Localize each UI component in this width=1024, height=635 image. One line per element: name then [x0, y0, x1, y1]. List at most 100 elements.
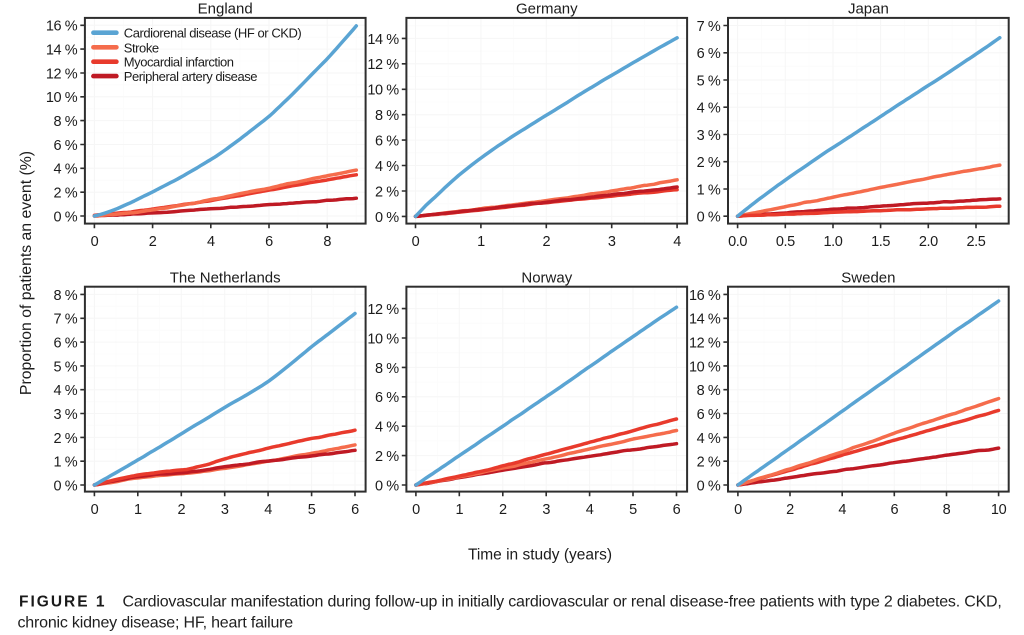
svg-text:0 %: 0 % [54, 209, 78, 225]
svg-text:12 %: 12 % [689, 336, 721, 352]
svg-text:3 %: 3 % [697, 128, 721, 144]
svg-text:10 %: 10 % [46, 90, 78, 106]
svg-text:chronic kidney disease; HF, he: chronic kidney disease; HF, heart failur… [18, 615, 294, 632]
svg-text:2: 2 [499, 502, 507, 518]
svg-text:1 %: 1 % [697, 182, 721, 198]
svg-text:5: 5 [308, 502, 316, 518]
svg-text:3: 3 [221, 502, 229, 518]
svg-text:14 %: 14 % [689, 312, 721, 328]
svg-text:10 %: 10 % [689, 359, 721, 375]
svg-text:10: 10 [991, 502, 1007, 518]
svg-text:6 %: 6 % [54, 336, 78, 352]
svg-text:2.0: 2.0 [919, 234, 938, 250]
svg-text:Stroke: Stroke [124, 40, 159, 55]
svg-text:1.5: 1.5 [871, 234, 890, 250]
svg-text:0: 0 [412, 502, 420, 518]
svg-text:8 %: 8 % [54, 288, 78, 304]
svg-text:Japan: Japan [848, 1, 889, 18]
svg-text:6 %: 6 % [54, 138, 78, 154]
svg-text:0: 0 [412, 234, 420, 250]
svg-text:2 %: 2 % [375, 449, 399, 465]
svg-text:4 %: 4 % [375, 420, 399, 436]
svg-text:Germany: Germany [516, 1, 578, 18]
svg-text:2: 2 [786, 502, 794, 518]
svg-text:6 %: 6 % [697, 407, 721, 423]
svg-text:2: 2 [177, 502, 185, 518]
svg-text:10 %: 10 % [367, 331, 399, 347]
svg-text:0 %: 0 % [54, 478, 78, 494]
svg-text:Sweden: Sweden [841, 270, 895, 287]
svg-text:1 %: 1 % [54, 455, 78, 471]
svg-text:6 %: 6 % [375, 390, 399, 406]
svg-text:2 %: 2 % [697, 455, 721, 471]
svg-text:Cardiovascular manifestation d: Cardiovascular manifestation during foll… [123, 593, 1002, 610]
svg-text:6 %: 6 % [375, 134, 399, 150]
svg-text:2.5: 2.5 [967, 234, 986, 250]
svg-text:Cardiorenal disease (HF or CKD: Cardiorenal disease (HF or CKD) [124, 26, 302, 41]
svg-text:6: 6 [673, 502, 681, 518]
svg-text:16 %: 16 % [46, 19, 78, 35]
svg-text:6: 6 [890, 502, 898, 518]
svg-text:8 %: 8 % [697, 383, 721, 399]
svg-text:0: 0 [734, 502, 742, 518]
svg-text:2 %: 2 % [375, 184, 399, 200]
svg-text:5: 5 [629, 502, 637, 518]
svg-text:5 %: 5 % [54, 359, 78, 375]
svg-text:1: 1 [134, 502, 142, 518]
svg-text:0.5: 0.5 [776, 234, 795, 250]
svg-text:8 %: 8 % [375, 361, 399, 377]
svg-text:6: 6 [351, 502, 359, 518]
svg-text:6 %: 6 % [697, 46, 721, 62]
svg-text:4: 4 [264, 502, 272, 518]
svg-text:FIGURE 1: FIGURE 1 [19, 593, 106, 610]
svg-text:1: 1 [477, 234, 485, 250]
svg-text:0 %: 0 % [697, 210, 721, 226]
svg-text:14 %: 14 % [46, 43, 78, 59]
svg-text:7 %: 7 % [54, 312, 78, 328]
svg-text:5 %: 5 % [697, 73, 721, 89]
svg-text:12 %: 12 % [367, 57, 399, 73]
svg-text:2 %: 2 % [54, 186, 78, 202]
svg-text:1: 1 [455, 502, 463, 518]
svg-text:14 %: 14 % [367, 32, 399, 48]
svg-text:England: England [198, 1, 253, 18]
svg-text:Proportion of patients an even: Proportion of patients an event (%) [18, 151, 35, 395]
svg-text:0 %: 0 % [697, 478, 721, 494]
svg-text:2 %: 2 % [54, 431, 78, 447]
svg-text:4 %: 4 % [697, 431, 721, 447]
svg-text:4 %: 4 % [375, 159, 399, 175]
svg-text:The Netherlands: The Netherlands [170, 270, 281, 287]
svg-text:10 %: 10 % [367, 83, 399, 99]
svg-text:12 %: 12 % [367, 302, 399, 318]
svg-text:8 %: 8 % [375, 108, 399, 124]
svg-text:4: 4 [838, 502, 846, 518]
svg-text:4 %: 4 % [54, 162, 78, 178]
svg-text:0 %: 0 % [375, 210, 399, 226]
svg-text:7 %: 7 % [697, 19, 721, 35]
svg-text:2: 2 [542, 234, 550, 250]
svg-text:8: 8 [943, 502, 951, 518]
svg-text:4: 4 [673, 234, 681, 250]
svg-text:Norway: Norway [521, 270, 572, 287]
svg-text:12 %: 12 % [46, 66, 78, 82]
svg-text:0.0: 0.0 [728, 234, 747, 250]
svg-text:3 %: 3 % [54, 407, 78, 423]
svg-text:4 %: 4 % [54, 383, 78, 399]
svg-text:2: 2 [149, 234, 157, 250]
svg-text:6: 6 [265, 234, 273, 250]
svg-text:4: 4 [586, 502, 594, 518]
svg-text:4 %: 4 % [697, 101, 721, 117]
svg-text:2 %: 2 % [697, 155, 721, 171]
svg-text:Peripheral artery disease: Peripheral artery disease [124, 69, 257, 84]
svg-text:0 %: 0 % [375, 478, 399, 494]
svg-text:Time in study (years): Time in study (years) [468, 547, 612, 564]
svg-text:3: 3 [608, 234, 616, 250]
svg-text:0: 0 [91, 502, 99, 518]
svg-text:1.0: 1.0 [824, 234, 843, 250]
svg-text:4: 4 [207, 234, 215, 250]
svg-text:0: 0 [91, 234, 99, 250]
svg-text:3: 3 [542, 502, 550, 518]
svg-text:16 %: 16 % [689, 288, 721, 304]
svg-text:8 %: 8 % [54, 114, 78, 130]
svg-text:8: 8 [323, 234, 331, 250]
